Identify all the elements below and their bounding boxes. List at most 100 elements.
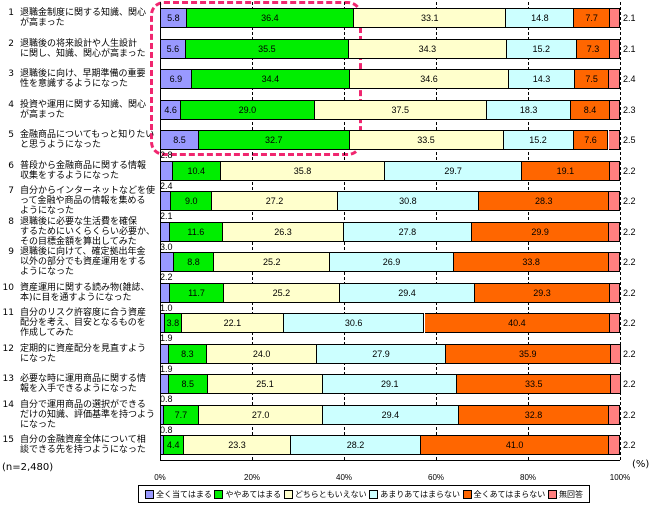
bar-segment-5: 7.3 — [576, 38, 611, 59]
bar-segment-3: 33.5 — [349, 130, 504, 150]
bar-segment-6 — [609, 160, 620, 181]
category-text-line: 自分のリスク許容度に合う資産 — [20, 308, 147, 318]
bar-segment-4: 30.8 — [337, 191, 480, 211]
bar-segment-6 — [609, 191, 620, 211]
bar-value-label: 2.2 — [623, 409, 636, 420]
bar-segment-1 — [160, 435, 164, 455]
category-text: 自分からインターネットなどを使 って金融や商品の情報を集める ようになった — [20, 186, 158, 216]
bar-segment-1 — [160, 252, 174, 272]
bar-value-label: 2.5 — [623, 135, 636, 145]
bar-segment-4: 15.2 — [503, 130, 574, 150]
bar-segment-1 — [160, 343, 169, 364]
legend-item: どちらともいえない — [283, 489, 367, 500]
bar-value-label: 2.2 — [623, 287, 636, 298]
legend-swatch — [283, 489, 293, 499]
bar-segment-1 — [160, 404, 164, 425]
bar-segment-1 — [160, 160, 173, 181]
bar-value-label: 2.1 — [623, 13, 636, 23]
category-number: 14 — [2, 399, 14, 410]
bar-segment-3: 22.1 — [182, 313, 284, 333]
bar-value-label: 2.2 — [623, 257, 636, 267]
category-text-line: 収集をするようになった — [20, 170, 120, 181]
bar-segment-2: 29.0 — [181, 99, 315, 120]
bar-segment-6 — [611, 374, 622, 394]
bar-value-label: 2.2 — [623, 348, 636, 359]
x-tick-label: 100% — [609, 473, 631, 482]
bar-segment-4: 18.3 — [487, 99, 572, 120]
legend-swatch — [547, 489, 557, 499]
category-text-line: 退職金制度に関する知識、関心 — [20, 8, 147, 18]
x-tick-label: 0% — [154, 473, 166, 482]
bar-segment-2: 9.0 — [171, 191, 213, 211]
category-text-line: 配分を考え、目安となるものを — [20, 318, 146, 328]
bar-segment-3: 24.0 — [206, 343, 318, 364]
bar-segment-1 — [160, 313, 165, 333]
category-text: 普段から金融商品に関する情報 収集をするようになった — [20, 161, 158, 181]
category-text: 退職後の将来設計や人生設計 に関し、知識、関心が高まった — [20, 39, 158, 59]
bar-segment-3: 27.0 — [199, 404, 324, 425]
category-text: 退職後に向けて、確定拠出年金 以外の部分でも資産運用をする ようになった — [20, 247, 158, 277]
category-text: 退職後に向け、早期準備の重要 性を意識するようになった — [20, 69, 158, 89]
category-number: 15 — [2, 435, 14, 445]
category-text-line: 投資や運用に関する知識、関心 — [20, 99, 147, 110]
bar-segment-1: 4.6 — [160, 99, 182, 120]
bar-segment-5: 32.8 — [458, 404, 610, 425]
bar-segment-5: 35.9 — [445, 343, 611, 364]
category-text-line: 退職後に必要な生活費を確保 — [20, 216, 138, 227]
legend: 全く当てはまる ややあてはまる どちらともいえない あまりあてはまらない 全くあてはまら… — [138, 485, 590, 503]
unit-label: (%) — [632, 459, 650, 470]
bar-segment-2: 3.8 — [164, 313, 183, 333]
bar-segment-1: 5.8 — [160, 8, 187, 28]
bar-segment-4: 29.1 — [323, 374, 458, 394]
bar-segment-6 — [609, 404, 620, 425]
bar-segment-1: 5.6 — [160, 38, 186, 59]
legend-label: 全くあてはまらない — [473, 489, 546, 499]
bar-segment-3: 25.2 — [214, 252, 331, 272]
bar-segment-4: 15.2 — [506, 38, 577, 59]
bar-segment-3: 33.1 — [354, 8, 507, 28]
bar-value-label: 1.0 — [160, 302, 173, 313]
bar-value-label: 2.2 — [623, 440, 636, 450]
category-text: 必要な時に運用商品に関する情 報を入手できるようになった — [20, 374, 158, 394]
bar-value-label: 0.8 — [160, 424, 173, 435]
bar-segment-4: 14.3 — [509, 69, 575, 89]
category-number: 6 — [8, 160, 14, 171]
bar-value-label: 1.9 — [160, 363, 173, 374]
category-text-line: に関し、知識、関心が高まった — [20, 48, 146, 59]
bar-segment-5: 8.4 — [571, 99, 610, 120]
bar-segment-6 — [609, 8, 620, 28]
bar-segment-2: 8.5 — [168, 374, 208, 394]
category-text-line: 退職後の将来設計や人生設計 — [20, 38, 138, 49]
bar-value-label: 2.3 — [623, 104, 636, 115]
bar-value-label: 2.8 — [160, 150, 173, 161]
category-text: 退職金制度に関する知識、関心 が高まった — [20, 8, 158, 28]
bar-segment-2: 36.4 — [186, 8, 355, 28]
bar-segment-2: 11.6 — [169, 221, 224, 242]
bar-segment-2: 8.8 — [173, 252, 215, 272]
bar-value-label: 2.1 — [160, 211, 173, 222]
category-text: 定期的に資産配分を見直すよう になった — [20, 344, 158, 364]
x-tick-label: 80% — [519, 473, 537, 482]
bar-segment-3: 34.3 — [349, 38, 507, 59]
category-number: 7 — [8, 186, 14, 196]
category-text-line: 普段から金融商品に関する情報 — [20, 160, 147, 171]
category-text: 金融商品についてもっと知りたい と思うようになった — [20, 130, 158, 150]
legend-item: 無回答 — [547, 489, 583, 500]
category-text-line: が高まった — [20, 109, 65, 120]
bar-segment-6 — [608, 130, 620, 150]
category-text-line: 談できる先を持つようになった — [20, 445, 146, 455]
category-text: 自分の金融資産全体について相 談できる先を持つようになった — [20, 435, 158, 455]
category-text-line: になった — [20, 353, 57, 364]
bar-segment-6 — [609, 99, 621, 120]
bar-segment-6 — [609, 221, 620, 242]
category-number: 9 — [8, 247, 14, 257]
category-number: 8 — [8, 216, 14, 227]
x-tick-label: 60% — [427, 473, 445, 482]
bar-segment-1: 6.9 — [160, 69, 192, 89]
bar-segment-2: 10.4 — [172, 160, 221, 181]
legend-item: 全く当てはまる — [145, 489, 212, 500]
legend-label: 全く当てはまる — [156, 489, 212, 499]
bar-segment-6 — [610, 343, 621, 364]
legend-label: あまりあてはまらない — [380, 489, 460, 499]
bar-segment-6 — [610, 313, 621, 333]
